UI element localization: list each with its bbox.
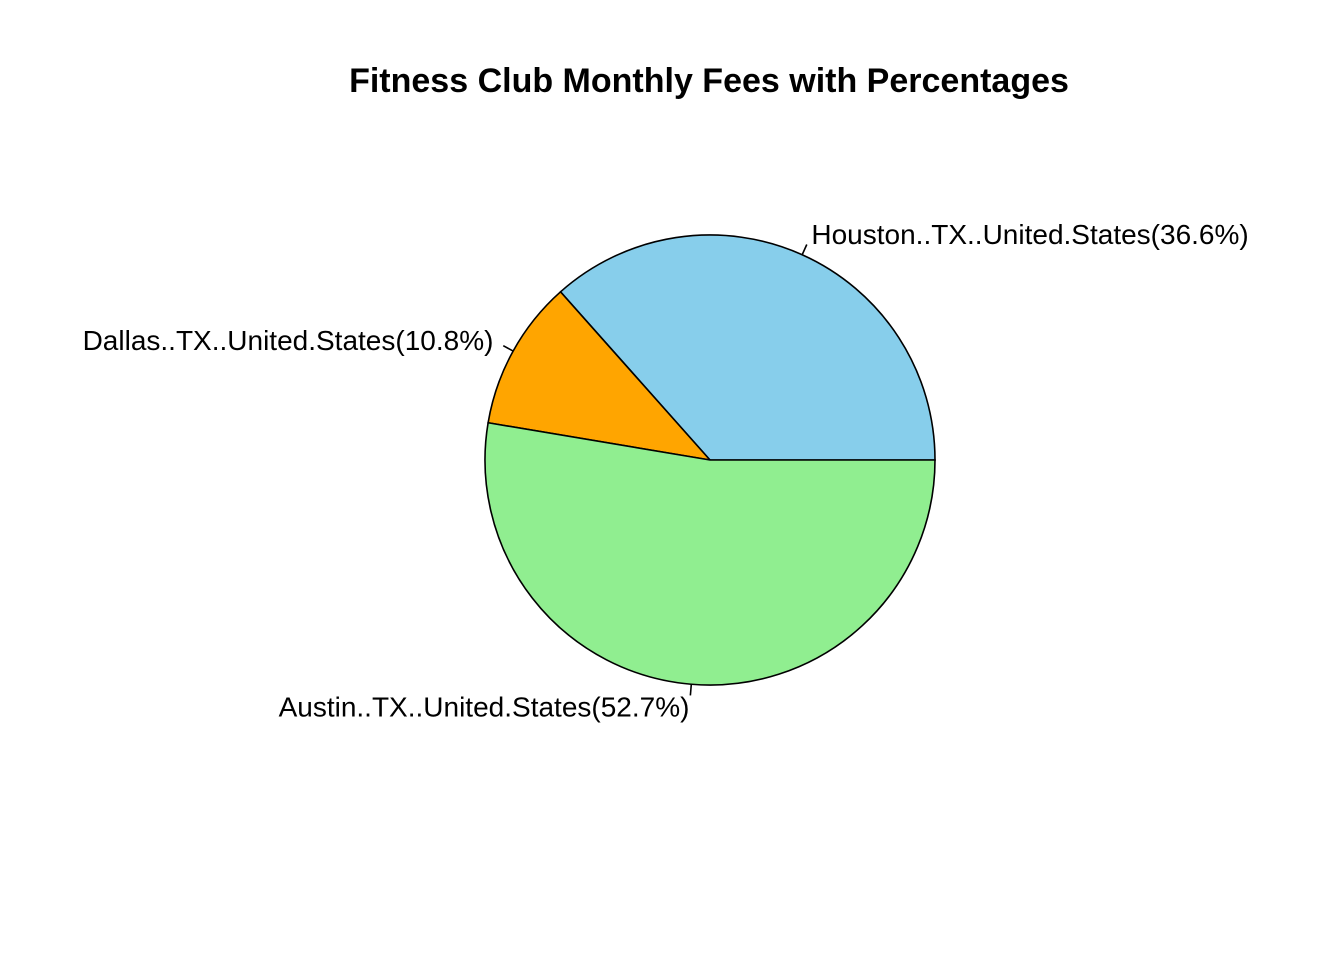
leader-lines <box>502 244 808 696</box>
leader-line-1 <box>801 244 808 256</box>
chart-title: Fitness Club Monthly Fees with Percentag… <box>349 62 1069 100</box>
pie-slices <box>484 234 936 686</box>
slice-label-1: Houston..TX..United.States(36.6%) <box>811 219 1248 250</box>
leader-line-3 <box>689 684 693 696</box>
slice-label-3: Austin..TX..United.States(52.7%) <box>279 692 690 723</box>
pie-slice-3 <box>484 421 936 686</box>
leader-line-2 <box>502 344 514 352</box>
slice-labels: Houston..TX..United.States(36.6%) Dallas.… <box>83 219 1249 722</box>
pie-slice-2 <box>487 290 713 462</box>
slice-label-2: Dallas..TX..United.States(10.8%) <box>83 325 494 356</box>
